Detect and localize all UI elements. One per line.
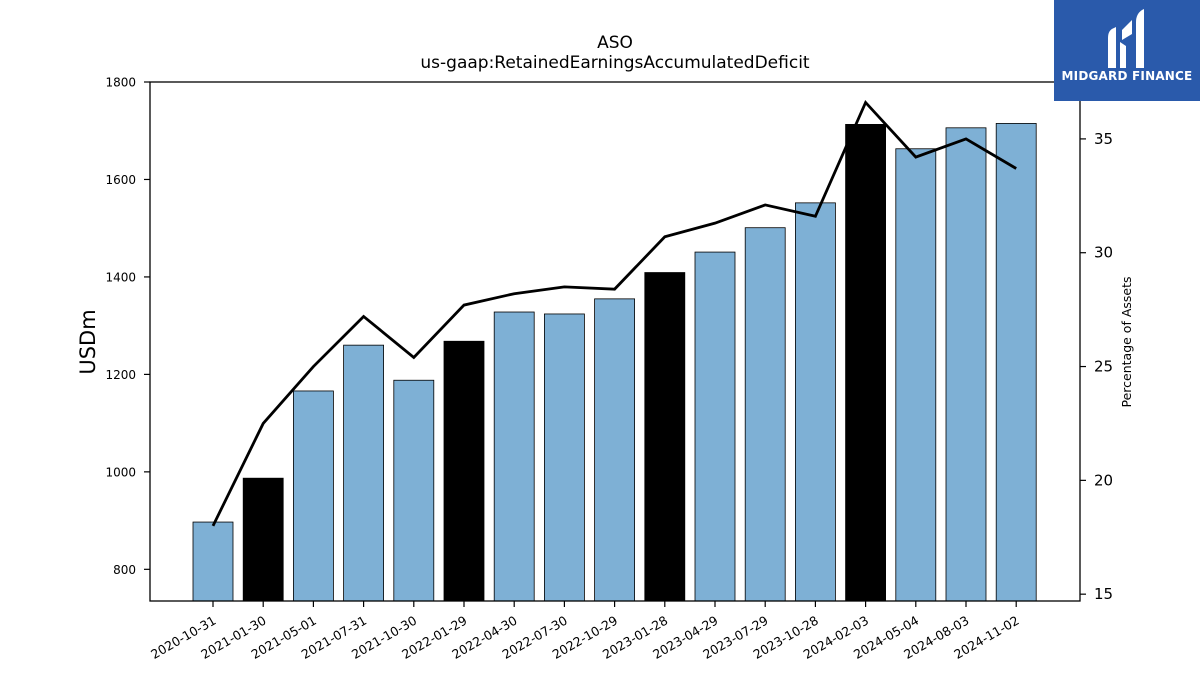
y-tick-label-left: 1800 <box>105 76 136 90</box>
y-axis-label-right: Percentage of Assets <box>1119 277 1134 408</box>
chart-title: ASO <box>597 33 633 53</box>
y-tick-label-right: 15 <box>1094 585 1113 603</box>
y-tick-label-left: 1000 <box>105 465 136 479</box>
bar <box>493 311 535 602</box>
bar <box>192 521 234 602</box>
y-tick-label-right: 30 <box>1094 244 1113 262</box>
y-tick-label-right: 25 <box>1094 358 1113 376</box>
y-tick-label-left: 800 <box>113 563 136 577</box>
bar-highlight <box>644 272 686 602</box>
bar <box>995 123 1037 602</box>
bar <box>895 148 937 602</box>
y-tick-label-left: 1600 <box>105 173 136 187</box>
brand-logo: MIDGARD FINANCE <box>1054 0 1200 101</box>
chart-subtitle: us-gaap:RetainedEarningsAccumulatedDefic… <box>420 53 810 73</box>
y-axis-left: 800 1000 1200 1400 1600 1800 <box>105 76 150 577</box>
y-axis-label-left: USDm <box>76 309 100 374</box>
percentage-line-group <box>211 99 1017 527</box>
y-tick-label-right: 20 <box>1094 471 1113 489</box>
y-axis-right: 15 20 25 30 35 <box>1080 130 1113 603</box>
bar <box>744 227 786 602</box>
midgard-logo-icon <box>1108 9 1144 68</box>
bar-highlight <box>443 340 485 602</box>
bar-highlight <box>242 477 284 602</box>
bar <box>594 298 635 602</box>
bar-highlight <box>845 123 886 602</box>
bar <box>393 379 435 602</box>
y-tick-label-left: 1200 <box>105 368 136 382</box>
bar <box>292 390 334 602</box>
y-tick-label-left: 1400 <box>105 270 136 284</box>
brand-name: MIDGARD FINANCE <box>1061 69 1193 83</box>
bar <box>694 251 736 602</box>
bar <box>945 127 987 602</box>
bar-group <box>192 123 1037 602</box>
bar <box>343 344 385 602</box>
y-tick-label-right: 35 <box>1094 130 1113 148</box>
bar <box>795 202 836 602</box>
bar <box>544 313 585 602</box>
x-axis: 2020-10-312021-01-302021-05-012021-07-31… <box>148 601 1022 662</box>
